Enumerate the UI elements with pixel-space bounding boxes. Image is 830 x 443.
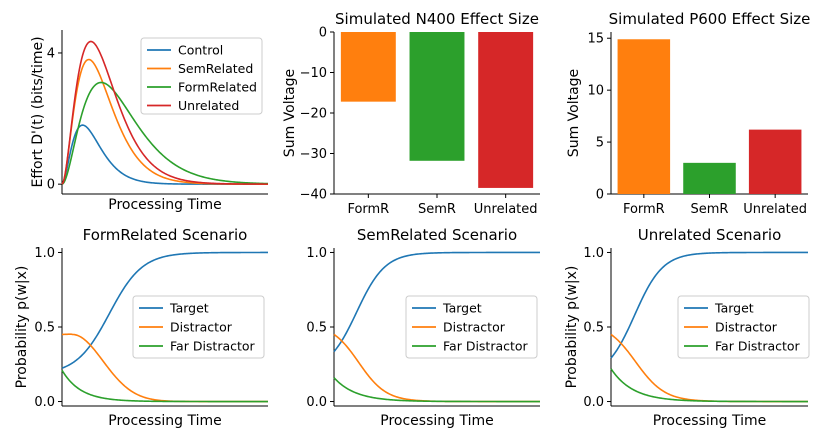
chart-title: Simulated N400 Effect Size (335, 10, 539, 28)
y-tick-label: −40 (300, 188, 327, 203)
series-line-target (333, 251, 540, 353)
series-line-target (610, 251, 808, 359)
y-axis-label: Sum Voltage (566, 69, 582, 157)
series-line-control (61, 124, 268, 185)
x-axis-label: Processing Time (653, 413, 766, 429)
y-tick-label: 0 (47, 178, 55, 193)
chart-title: SemRelated Scenario (357, 226, 517, 244)
legend-entry: SemRelated (178, 61, 253, 76)
y-tick-label: 0.5 (306, 321, 327, 336)
series-line-far-distractor (333, 377, 540, 403)
y-axis-label: Effort D'(t) (bits/time) (30, 36, 46, 187)
bar-formr (340, 32, 396, 102)
panel-2-axes: 0 −10 −20 −30 −40 FormR SemR Unrelated Simulated… (282, 10, 540, 217)
x-axis-label: Processing Time (108, 197, 221, 213)
y-tick-label: 15 (587, 32, 604, 47)
y-tick-label: 0.5 (583, 321, 604, 336)
legend-entry: Target (442, 301, 482, 316)
series-line-unrelated (61, 40, 269, 185)
legend: Target Distractor Far Distractor (405, 295, 538, 359)
y-axis-label: Probability p(w|x) (14, 266, 30, 389)
legend-box (132, 295, 265, 359)
bar-unrelated (478, 32, 534, 188)
legend: Target Distractor Far Distractor (132, 295, 265, 359)
y-tick-label: 5 (596, 136, 604, 151)
panel-4-axes: 0.0 0.5 1.0 Target Distractor Far Distractor F… (14, 226, 268, 429)
legend-box (140, 37, 263, 115)
y-axis-label: Sum Voltage (282, 69, 298, 157)
y-tick-label: 10 (587, 84, 604, 99)
y-tick-label: −20 (300, 107, 327, 122)
legend-entry: Far Distractor (443, 339, 529, 354)
legend-entry: Target (169, 301, 209, 316)
panel-3-axes: 0 5 10 15 FormR SemR Unrelated Simulated P600 E… (566, 10, 810, 217)
bar-formr (617, 39, 671, 195)
y-tick-label: 1.0 (583, 246, 604, 261)
y-tick-label: 0 (319, 26, 327, 41)
x-tick-label: FormR (347, 202, 389, 217)
legend-entry: Far Distractor (170, 339, 256, 354)
y-tick-label: −10 (300, 66, 327, 81)
chart-title: FormRelated Scenario (83, 226, 248, 244)
legend-box (405, 295, 538, 359)
y-tick-label: 0.0 (34, 395, 55, 410)
x-axis-label: Processing Time (108, 413, 221, 429)
chart-title: Simulated P600 Effect Size (609, 10, 811, 28)
y-tick-label: 1.0 (306, 246, 327, 261)
bar-semr (409, 32, 465, 161)
x-tick-label: FormR (623, 202, 665, 217)
x-axis-label: Processing Time (380, 413, 493, 429)
y-tick-label: 0.0 (306, 395, 327, 410)
y-tick-label: 4 (47, 46, 55, 61)
y-tick-label: 0 (596, 188, 604, 203)
legend-entry: Control (178, 43, 223, 58)
bar-unrelated (748, 129, 802, 194)
y-axis-label: Probability p(w|x) (564, 266, 580, 389)
legend: Target Distractor Far Distractor (677, 295, 810, 359)
panel-1-axes: 0 4 Control SemRelated FormRelated Unrelated E… (30, 30, 269, 213)
legend-entry: Distractor (170, 320, 233, 335)
legend: Control SemRelated FormRelated Unrelated (140, 37, 263, 115)
panel-5-axes: 0.0 0.5 1.0 Target Distractor Far Distractor S… (306, 226, 540, 429)
legend-entry: Target (714, 301, 754, 316)
series-line-far-distractor (610, 368, 808, 403)
bar-semr (683, 162, 736, 194)
legend-entry: FormRelated (178, 80, 257, 95)
legend-entry: Far Distractor (715, 339, 801, 354)
x-tick-label: Unrelated (743, 202, 807, 217)
series-line-formrelated (61, 81, 269, 185)
y-tick-label: 1.0 (34, 246, 55, 261)
y-tick-label: 0.5 (34, 321, 55, 336)
legend-entry: Distractor (443, 320, 506, 335)
series-line-target (61, 251, 268, 369)
x-tick-label: Unrelated (474, 202, 538, 217)
legend-entry: Unrelated (178, 98, 239, 113)
x-tick-label: SemR (691, 202, 729, 217)
panel-6-axes: 0.0 0.5 1.0 Target Distractor Far Distractor U… (564, 226, 810, 429)
series-line-far-distractor (61, 369, 268, 403)
legend-entry: Distractor (715, 320, 778, 335)
chart-title: Unrelated Scenario (638, 226, 782, 244)
legend-box (677, 295, 810, 359)
y-tick-label: 0.0 (583, 395, 604, 410)
y-tick-label: −30 (300, 147, 327, 162)
x-tick-label: SemR (418, 202, 456, 217)
